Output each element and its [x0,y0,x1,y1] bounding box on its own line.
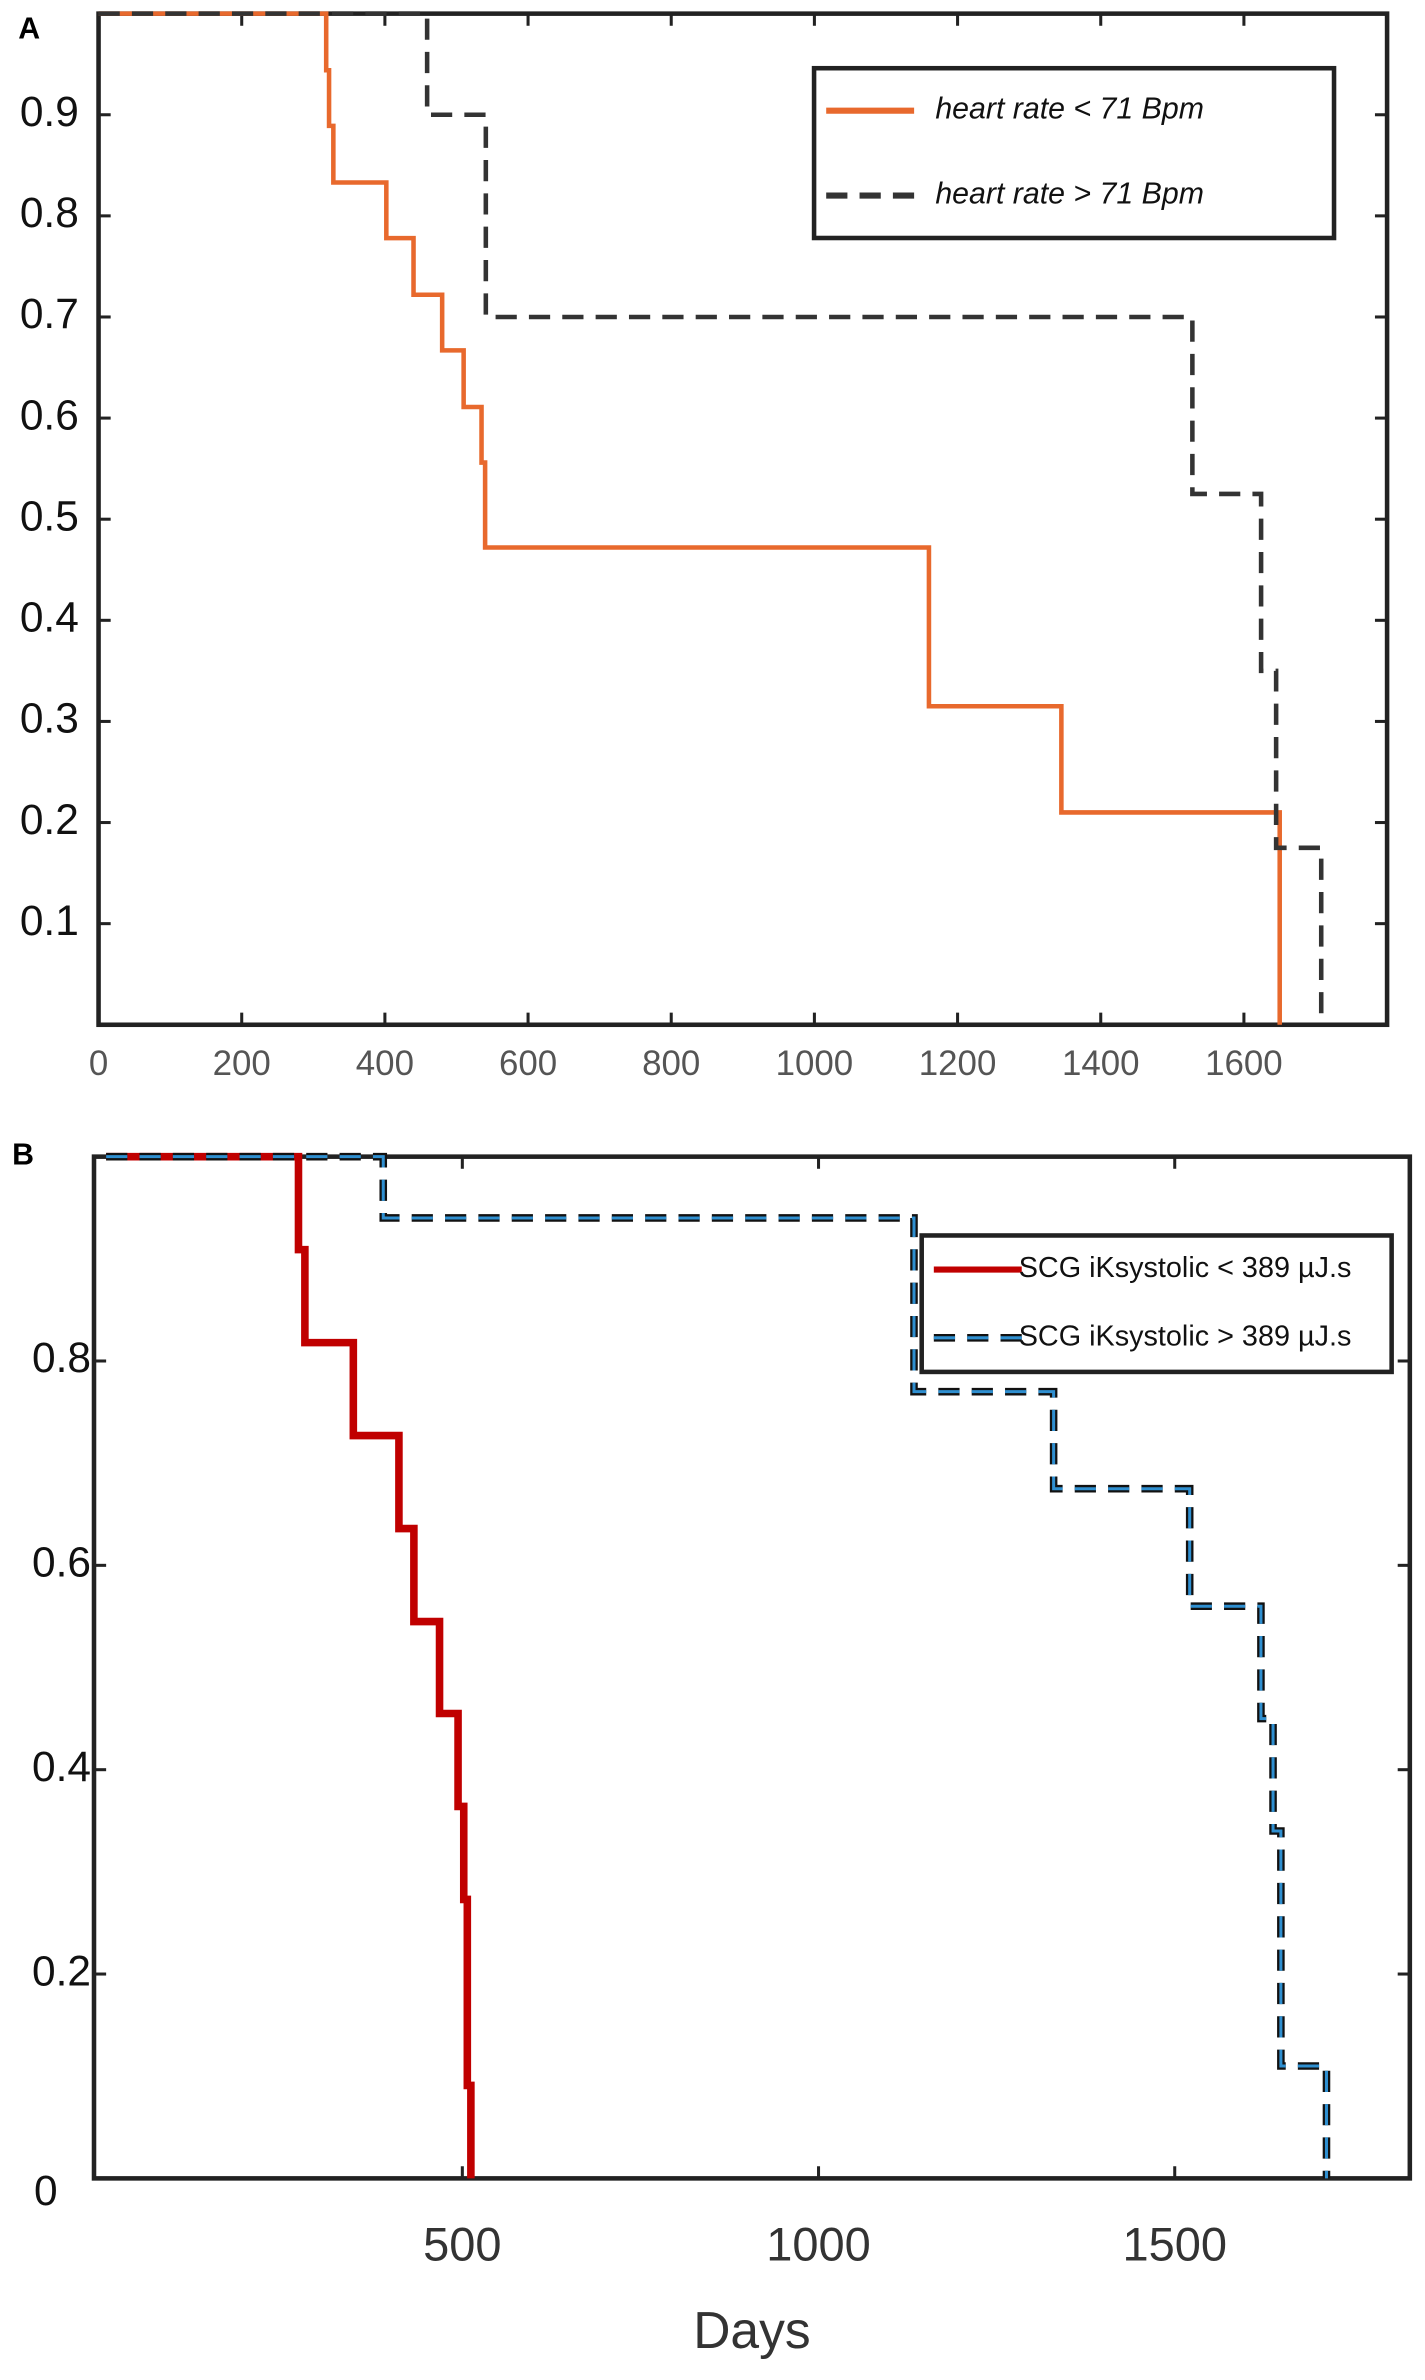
legend-box [919,1233,1394,1375]
legend-label: SCG iKsystolic > 389 µJ.s [1019,1320,1352,1352]
y-tick-label: 0.2 [32,1947,91,1994]
x-tick-label: 400 [356,1044,414,1083]
y-tick-label: 0.9 [20,88,79,135]
y-tick-label: 0.7 [20,290,79,337]
x-tick-label: 1000 [766,2218,871,2271]
y-tick-label: 0.6 [32,1539,91,1586]
y-tick-label: 0.3 [20,695,79,742]
x-axis-label: Days [693,2301,810,2359]
series-line [98,11,1282,1025]
x-tick-label: 1600 [1205,1044,1283,1083]
plot-frame [91,1154,1413,2181]
panel-label: A [18,12,40,45]
legend-box [811,65,1337,241]
y-tick-label: 0.6 [20,391,79,438]
series-line [98,11,1324,1025]
panel-label: B [12,1139,34,1172]
x-tick-label: 800 [642,1044,700,1083]
x-tick-label: 1000 [776,1044,854,1083]
y-tick-label: 0.8 [32,1334,91,1381]
x-tick-label: 1500 [1122,2218,1227,2271]
y-tick-label: 0.4 [20,594,79,641]
y-tick-label: 0.2 [20,796,79,843]
y-tick-label: 0.1 [20,897,79,944]
x-tick-label: 200 [213,1044,271,1083]
x-tick-label: 500 [423,2218,501,2271]
x-tick-label: 0 [89,1044,108,1083]
x-tick-label: 600 [499,1044,557,1083]
series-line [106,1152,475,2179]
x-tick-label: 1400 [1062,1044,1140,1083]
legend-label: SCG iKsystolic < 389 µJ.s [1019,1252,1352,1284]
y-tick-label: 0.8 [20,189,79,236]
y-tick-label: 0.5 [20,492,79,539]
legend-label: heart rate > 71 Bpm [935,178,1204,211]
legend-label: heart rate < 71 Bpm [935,93,1204,126]
x-tick-label: 1200 [919,1044,997,1083]
y-tick-label: 0 [34,2167,58,2214]
y-tick-label: 0.4 [32,1743,91,1790]
